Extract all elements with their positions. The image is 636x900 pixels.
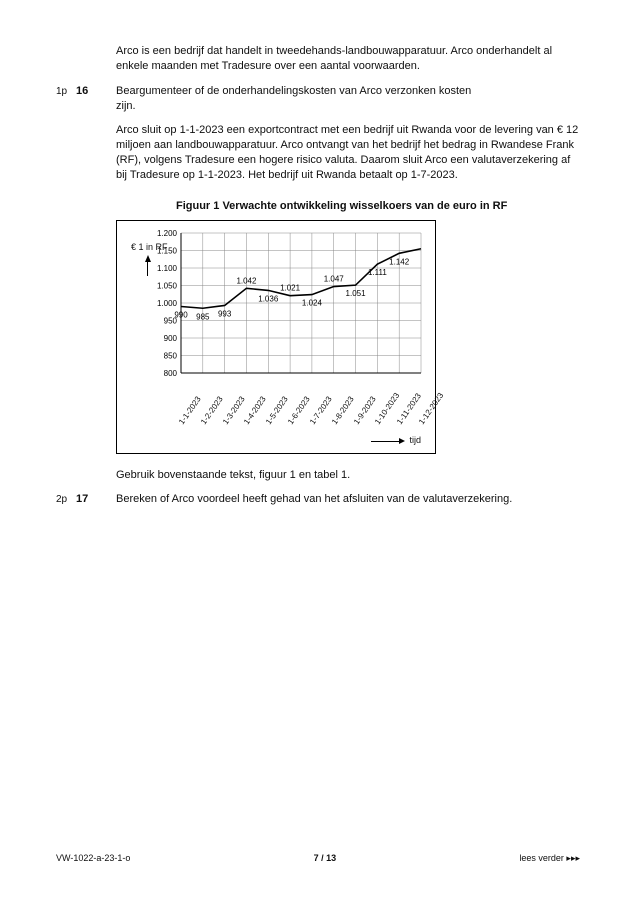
figure-title: Figuur 1 Verwachte ontwikkeling wisselko… xyxy=(176,199,507,214)
footer-center: 7 / 13 xyxy=(314,852,337,864)
x-axis-title: tijd xyxy=(371,434,421,446)
question-16-row: 1p 16 Beargumenteer of de onderhandeling… xyxy=(56,84,580,114)
svg-text:985: 985 xyxy=(196,312,210,321)
figure-1: € 1 in RF 8008509009501.0001.0501.1001.1… xyxy=(116,220,580,454)
svg-text:990: 990 xyxy=(174,310,188,319)
svg-text:1.036: 1.036 xyxy=(258,294,279,303)
question-text-line1: Beargumenteer of de onderhandelingskoste… xyxy=(116,85,471,97)
context-paragraph: Arco sluit op 1-1-2023 een exportcontrac… xyxy=(116,123,580,182)
svg-text:800: 800 xyxy=(164,369,178,377)
question-number: 16 xyxy=(76,84,116,99)
svg-text:1.000: 1.000 xyxy=(157,299,178,308)
question-text: Beargumenteer of de onderhandelingskoste… xyxy=(116,84,580,114)
svg-text:1.100: 1.100 xyxy=(157,264,178,273)
line-chart: 8008509009501.0001.0501.1001.1501.200990… xyxy=(127,227,425,377)
q17-intro: Gebruik bovenstaande tekst, figuur 1 en … xyxy=(116,468,580,483)
svg-text:1.047: 1.047 xyxy=(324,274,345,283)
footer-right: lees verder ▸▸▸ xyxy=(519,852,580,864)
svg-text:1.111: 1.111 xyxy=(368,268,387,277)
svg-text:1.051: 1.051 xyxy=(346,289,367,298)
points-label: 1p xyxy=(56,84,76,99)
intro-paragraph: Arco is een bedrijf dat handelt in tweed… xyxy=(116,44,580,74)
x-axis-labels: 1-1-20231-2-20231-3-20231-4-20231-5-2023… xyxy=(181,379,421,429)
y-axis-title: € 1 in RF xyxy=(131,241,168,253)
svg-text:1.142: 1.142 xyxy=(389,257,410,266)
svg-text:993: 993 xyxy=(218,309,232,318)
svg-text:1.050: 1.050 xyxy=(157,281,178,290)
svg-text:1.042: 1.042 xyxy=(236,276,257,285)
question-text: Bereken of Arco voordeel heeft gehad van… xyxy=(116,492,580,507)
page-footer: VW-1022-a-23-1-o 7 / 13 lees verder ▸▸▸ xyxy=(56,852,580,864)
question-17-row: 2p 17 Bereken of Arco voordeel heeft geh… xyxy=(56,492,580,507)
footer-left: VW-1022-a-23-1-o xyxy=(56,852,130,864)
svg-text:1.200: 1.200 xyxy=(157,229,178,238)
points-label: 2p xyxy=(56,492,76,507)
chart-container: € 1 in RF 8008509009501.0001.0501.1001.1… xyxy=(116,220,436,454)
svg-text:850: 850 xyxy=(164,351,178,360)
exam-page: Arco is een bedrijf dat handelt in tweed… xyxy=(0,0,636,900)
question-number: 17 xyxy=(76,492,116,507)
svg-text:900: 900 xyxy=(164,334,178,343)
svg-text:1.024: 1.024 xyxy=(302,298,323,307)
question-text-line2: zijn. xyxy=(116,100,136,112)
svg-text:1.021: 1.021 xyxy=(280,283,301,292)
y-axis-arrow-icon xyxy=(145,255,151,262)
y-axis-arrow-line xyxy=(147,262,148,276)
